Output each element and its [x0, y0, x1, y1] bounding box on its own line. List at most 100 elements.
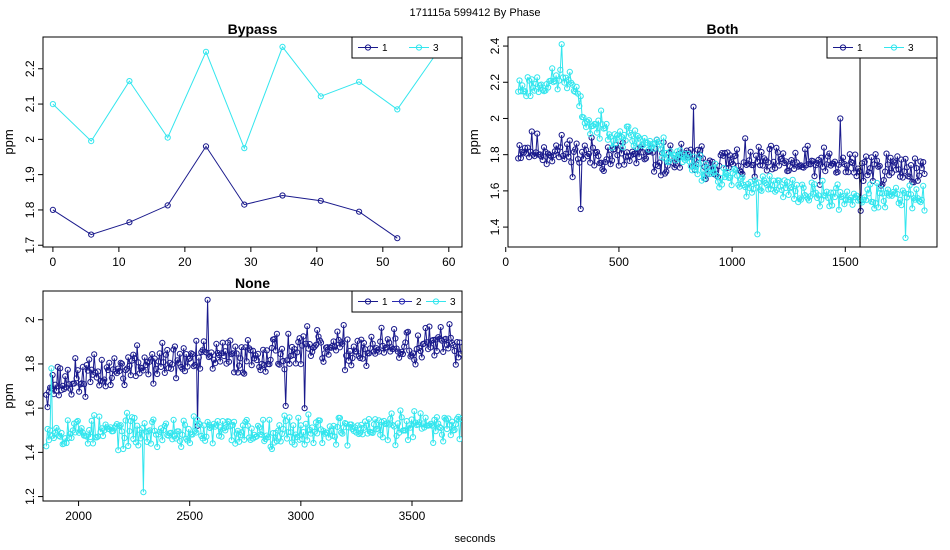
- data-point-1: [593, 148, 601, 156]
- data-point-3: [665, 158, 673, 165]
- data-point-3: [407, 424, 414, 431]
- data-point-3: [110, 428, 117, 435]
- data-point-3: [168, 429, 175, 436]
- data-point-1: [917, 158, 924, 165]
- data-point-1: [792, 149, 799, 156]
- data-point-3: [738, 176, 745, 183]
- data-point-3: [844, 188, 851, 195]
- data-point-3: [422, 414, 429, 421]
- data-point-3: [277, 438, 284, 445]
- plot-frame: [42, 36, 463, 248]
- data-point-1: [145, 371, 152, 378]
- data-point-1: [394, 235, 401, 242]
- data-point-1: [120, 375, 127, 382]
- data-point-3: [785, 191, 792, 198]
- data-point-3: [74, 417, 81, 425]
- data-point-3: [120, 445, 127, 453]
- data-point-1: [418, 354, 425, 361]
- data-point-3: [154, 443, 161, 451]
- data-point-1: [253, 356, 260, 364]
- data-point-3: [452, 421, 459, 428]
- data-point-1: [759, 162, 766, 169]
- data-point-1: [782, 158, 790, 165]
- data-point-3: [720, 164, 727, 172]
- data-point-1: [122, 367, 129, 374]
- data-point-3: [280, 425, 287, 433]
- data-point-3: [865, 190, 872, 197]
- data-point-1: [81, 381, 88, 388]
- legend-marker-2: [398, 298, 406, 305]
- data-point-3: [727, 174, 734, 181]
- data-point-1: [430, 336, 437, 344]
- data-point-3: [356, 78, 363, 85]
- data-point-3: [404, 436, 412, 444]
- data-point-3: [178, 443, 185, 450]
- data-point-1: [515, 155, 522, 162]
- data-point-1: [598, 159, 605, 166]
- data-point-3: [576, 103, 583, 110]
- data-point-3: [805, 197, 813, 204]
- data-point-3: [789, 176, 796, 183]
- data-point-3: [659, 154, 666, 161]
- data-point-1: [396, 354, 403, 361]
- data-point-1: [237, 355, 244, 362]
- data-point-1: [59, 382, 66, 389]
- data-point-1: [306, 341, 313, 348]
- data-point-1: [126, 219, 133, 226]
- data-point-1: [820, 144, 828, 151]
- data-point-1: [452, 361, 459, 368]
- data-point-1: [232, 343, 239, 350]
- data-point-1: [632, 150, 639, 157]
- data-point-1: [181, 368, 188, 375]
- data-point-3: [438, 431, 446, 438]
- x-tick-label: 1500: [832, 255, 859, 269]
- data-point-3: [595, 117, 602, 124]
- data-point-1: [694, 146, 701, 153]
- data-point-1: [884, 161, 892, 168]
- data-point-1: [360, 339, 367, 347]
- data-point-1: [243, 358, 250, 365]
- data-point-1: [386, 339, 393, 346]
- data-point-1: [690, 103, 697, 110]
- data-point-1: [140, 367, 147, 374]
- data-point-1: [402, 339, 409, 346]
- data-point-3: [632, 127, 639, 134]
- data-point-1: [233, 350, 240, 357]
- data-point-1: [655, 163, 662, 170]
- data-point-1: [446, 321, 453, 328]
- data-point-1: [377, 338, 384, 345]
- data-point-1: [892, 166, 900, 173]
- data-point-3: [430, 439, 437, 446]
- data-point-3: [765, 186, 772, 193]
- data-point-1: [550, 152, 557, 159]
- data-point-3: [86, 427, 93, 434]
- data-point-3: [528, 76, 535, 83]
- data-point-3: [906, 182, 913, 189]
- data-point-3: [88, 138, 95, 145]
- data-point-1: [247, 347, 254, 354]
- data-point-1: [263, 347, 270, 354]
- data-point-1: [433, 347, 440, 355]
- data-point-1: [733, 146, 741, 153]
- data-point-3: [203, 433, 210, 440]
- data-point-3: [876, 190, 883, 197]
- data-point-3: [117, 422, 124, 429]
- data-point-1: [204, 296, 211, 303]
- data-point-1: [57, 365, 64, 372]
- data-point-1: [891, 159, 898, 166]
- y-axis-label: ppm: [466, 129, 481, 154]
- series-line-3: [52, 45, 437, 150]
- data-point-3: [388, 410, 395, 417]
- data-point-1: [621, 161, 628, 168]
- data-point-3: [743, 193, 750, 200]
- data-point-3: [849, 201, 856, 208]
- data-point-1: [55, 392, 63, 399]
- data-point-3: [232, 440, 239, 447]
- data-point-3: [416, 419, 423, 426]
- x-tick-label: 0: [502, 255, 509, 269]
- plot-area: [43, 296, 462, 496]
- data-point-3: [417, 410, 424, 417]
- data-point-3: [384, 437, 391, 444]
- data-point-3: [197, 421, 204, 428]
